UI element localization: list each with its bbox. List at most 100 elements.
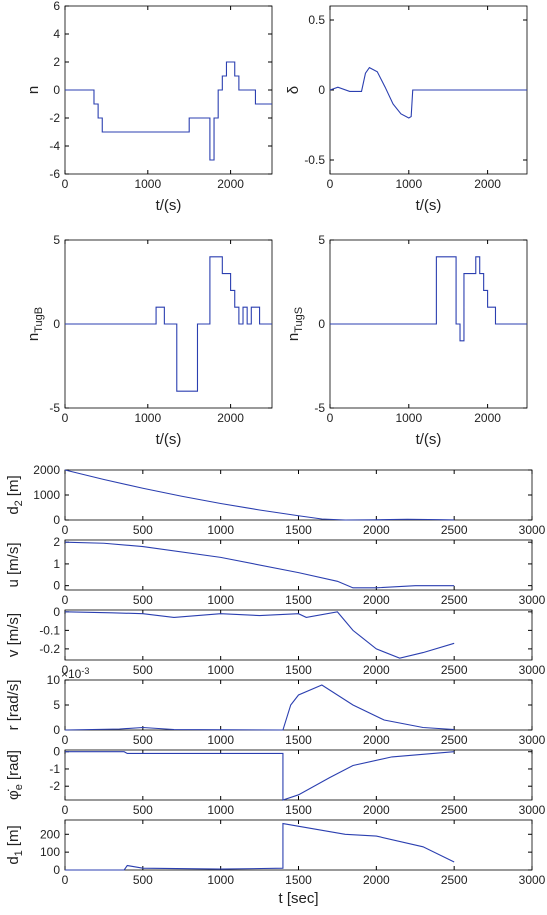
y-label-part: n <box>25 86 42 94</box>
y-label-part: [m] <box>5 475 22 496</box>
y-tick-label: 0 <box>53 513 60 527</box>
x-tick-label: 3000 <box>519 663 546 677</box>
x-tick-label: 0 <box>327 177 334 191</box>
x-tick-label: 1000 <box>134 177 161 191</box>
y-label-part: d <box>5 856 22 864</box>
x-tick-label: 0 <box>62 733 69 747</box>
y-tick-label: -4 <box>49 139 60 153</box>
y-tick-label: -1 <box>49 762 60 776</box>
x-axis-label: t [sec] <box>278 890 318 907</box>
x-tick-label: 1000 <box>207 593 234 607</box>
y-tick-label: 0 <box>53 723 60 737</box>
y-tick-label: 4 <box>53 27 60 41</box>
data-line <box>64 684 455 731</box>
x-tick-label: 0 <box>62 873 69 887</box>
x-tick-label: 1000 <box>134 411 161 425</box>
y-tick-label: 0 <box>53 83 60 97</box>
x-tick-label: 2000 <box>217 411 244 425</box>
axes-box <box>64 819 533 871</box>
y-axis-label: u [m/s] <box>5 542 22 587</box>
data-line <box>65 61 272 161</box>
y-tick-label: -6 <box>49 167 60 181</box>
y-axis-label: δ <box>285 86 302 94</box>
x-tick-label: 0 <box>62 411 69 425</box>
y-tick-label: 0 <box>53 579 60 593</box>
x-tick-label: 2000 <box>363 593 390 607</box>
y-label-part: e <box>13 784 25 790</box>
x-tick-label: 2000 <box>474 411 501 425</box>
x-tick-label: 0 <box>62 803 69 817</box>
y-tick-label: 200 <box>40 827 60 841</box>
y-label-part: 2 <box>13 500 25 506</box>
y-tick-label: -2 <box>49 111 60 125</box>
x-tick-label: 1500 <box>285 523 312 537</box>
axes-box <box>64 609 533 661</box>
x-tick-label: 500 <box>133 523 153 537</box>
x-tick-label: 1000 <box>395 411 422 425</box>
x-tick-label: 2000 <box>363 523 390 537</box>
y-tick-label: -0.1 <box>39 623 60 637</box>
y-tick-label: 0 <box>53 317 60 331</box>
x-tick-label: 3000 <box>519 873 546 887</box>
x-tick-label: 500 <box>133 873 153 887</box>
x-tick-label: 0 <box>62 523 69 537</box>
y-tick-label: 0 <box>53 605 60 619</box>
y-tick-label: 0 <box>53 863 60 877</box>
y-label-part: n <box>25 333 42 341</box>
y-tick-label: 0 <box>53 745 60 759</box>
y-tick-label: 5 <box>53 698 60 712</box>
axes-box <box>64 539 533 591</box>
y-tick-label: 10 <box>47 673 61 687</box>
x-tick-label: 0 <box>62 663 69 677</box>
x-tick-label: 1500 <box>285 803 312 817</box>
x-tick-label: 1500 <box>285 593 312 607</box>
y-tick-label: 2000 <box>33 463 60 477</box>
x-tick-label: 2000 <box>363 803 390 817</box>
x-tick-label: 2500 <box>441 593 468 607</box>
x-tick-label: 1500 <box>285 873 312 887</box>
x-tick-label: 2000 <box>363 873 390 887</box>
y-label-part: [m] <box>5 825 22 846</box>
data-line <box>64 611 455 659</box>
x-tick-label: 500 <box>133 733 153 747</box>
y-tick-label: 0 <box>318 83 325 97</box>
y-label-part: d <box>5 506 22 514</box>
y-tick-label: 0.5 <box>308 13 325 27</box>
x-tick-label: 1500 <box>285 663 312 677</box>
x-tick-label: 1500 <box>285 733 312 747</box>
y-axis-label: φ̇e [rad] <box>5 750 25 800</box>
x-tick-label: 1000 <box>207 663 234 677</box>
x-tick-label: 3000 <box>519 803 546 817</box>
y-tick-label: -0.2 <box>39 642 60 656</box>
x-tick-label: 500 <box>133 803 153 817</box>
y-scale: ×10-3 <box>61 666 89 681</box>
x-tick-label: 2500 <box>441 873 468 887</box>
data-line <box>64 469 455 521</box>
y-axis-label: v [m/s] <box>5 613 22 657</box>
axes-box <box>64 679 533 731</box>
x-tick-label: 2000 <box>363 733 390 747</box>
y-tick-label: 5 <box>53 233 60 247</box>
y-label-part: u [m/s] <box>5 542 22 587</box>
y-label-part: v [m/s] <box>5 613 22 657</box>
y-tick-label: 5 <box>318 233 325 247</box>
y-tick-label: -0.5 <box>304 153 325 167</box>
y-label-part: [rad] <box>5 750 22 780</box>
x-tick-label: 2500 <box>441 523 468 537</box>
y-tick-label: 1 <box>53 557 60 571</box>
x-tick-label: 3000 <box>519 523 546 537</box>
x-tick-label: 0 <box>327 411 334 425</box>
y-label-part: n <box>285 333 302 341</box>
x-tick-label: 3000 <box>519 733 546 747</box>
axes-box <box>64 5 273 175</box>
y-tick-label: -5 <box>49 401 60 415</box>
x-tick-label: 500 <box>133 663 153 677</box>
y-axis-label: d2 [m] <box>5 475 25 514</box>
x-tick-label: 2500 <box>441 803 468 817</box>
x-tick-label: 2500 <box>441 663 468 677</box>
y-tick-label: 2 <box>53 535 60 549</box>
y-axis-label: nTugB <box>25 307 45 341</box>
data-line <box>64 541 455 589</box>
y-label-part: δ <box>285 86 302 94</box>
